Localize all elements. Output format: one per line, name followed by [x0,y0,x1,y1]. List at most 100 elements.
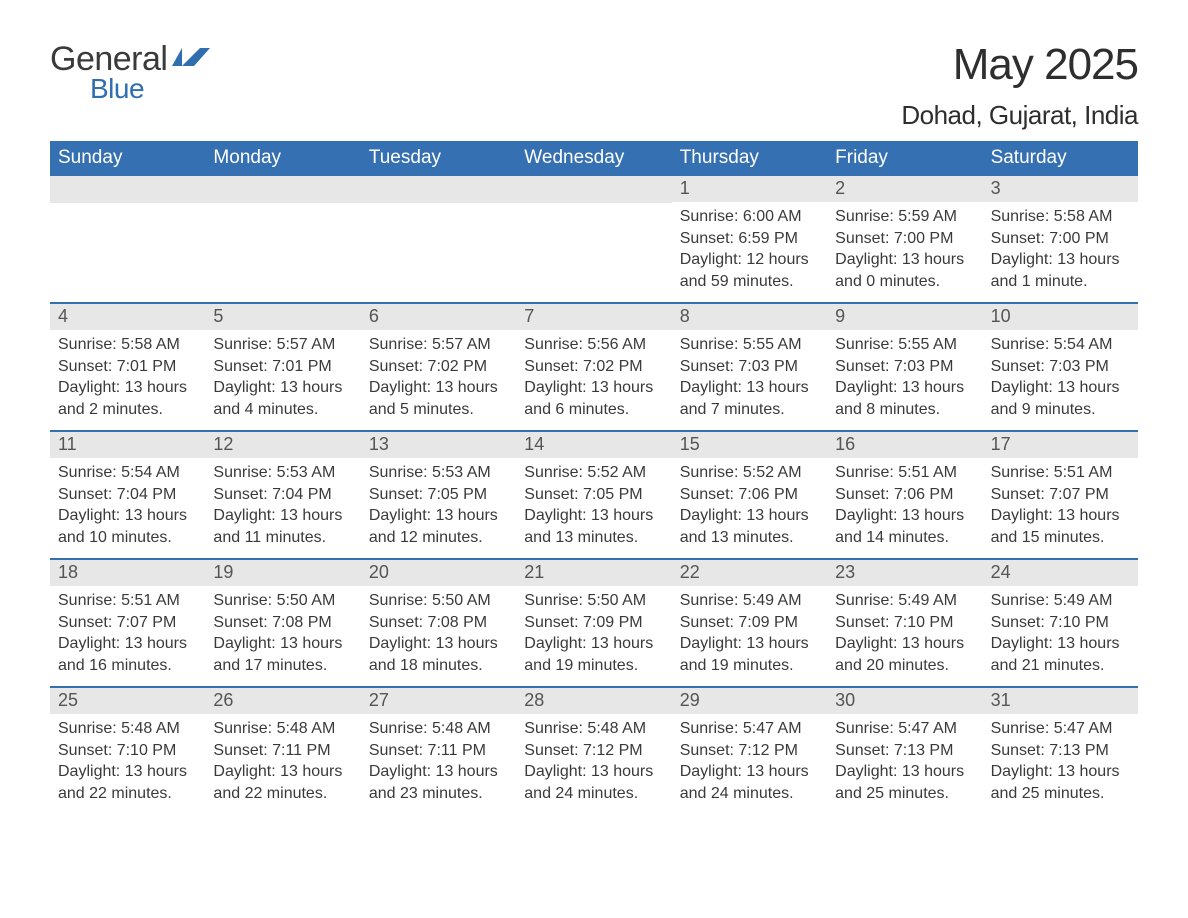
dow-tuesday: Tuesday [361,141,516,176]
day-number-empty [50,176,205,203]
day-number: 9 [827,304,982,330]
day-details: Sunrise: 5:51 AMSunset: 7:07 PMDaylight:… [983,458,1138,554]
day-details: Sunrise: 5:51 AMSunset: 7:06 PMDaylight:… [827,458,982,554]
location-label: Dohad, Gujarat, India [901,100,1138,131]
day-cell-2: 2Sunrise: 5:59 AMSunset: 7:00 PMDaylight… [827,176,982,302]
day-cell-7: 7Sunrise: 5:56 AMSunset: 7:02 PMDaylight… [516,304,671,430]
day-cell-10: 10Sunrise: 5:54 AMSunset: 7:03 PMDayligh… [983,304,1138,430]
day-number: 19 [205,560,360,586]
day-cell-empty [50,176,205,302]
day-cell-29: 29Sunrise: 5:47 AMSunset: 7:12 PMDayligh… [672,688,827,814]
day-number: 4 [50,304,205,330]
dow-saturday: Saturday [983,141,1138,176]
day-number: 2 [827,176,982,202]
day-cell-23: 23Sunrise: 5:49 AMSunset: 7:10 PMDayligh… [827,560,982,686]
day-details: Sunrise: 5:54 AMSunset: 7:03 PMDaylight:… [983,330,1138,426]
day-details: Sunrise: 5:54 AMSunset: 7:04 PMDaylight:… [50,458,205,554]
day-number: 21 [516,560,671,586]
day-details: Sunrise: 5:58 AMSunset: 7:00 PMDaylight:… [983,202,1138,298]
day-cell-empty [361,176,516,302]
day-details: Sunrise: 5:48 AMSunset: 7:12 PMDaylight:… [516,714,671,810]
day-cell-5: 5Sunrise: 5:57 AMSunset: 7:01 PMDaylight… [205,304,360,430]
day-details: Sunrise: 5:52 AMSunset: 7:05 PMDaylight:… [516,458,671,554]
day-cell-17: 17Sunrise: 5:51 AMSunset: 7:07 PMDayligh… [983,432,1138,558]
day-details: Sunrise: 5:59 AMSunset: 7:00 PMDaylight:… [827,202,982,298]
day-number: 23 [827,560,982,586]
day-details: Sunrise: 5:48 AMSunset: 7:11 PMDaylight:… [361,714,516,810]
dow-sunday: Sunday [50,141,205,176]
day-number: 16 [827,432,982,458]
day-number: 31 [983,688,1138,714]
day-details: Sunrise: 5:48 AMSunset: 7:11 PMDaylight:… [205,714,360,810]
day-cell-6: 6Sunrise: 5:57 AMSunset: 7:02 PMDaylight… [361,304,516,430]
day-number-empty [516,176,671,203]
day-cell-25: 25Sunrise: 5:48 AMSunset: 7:10 PMDayligh… [50,688,205,814]
day-details: Sunrise: 5:51 AMSunset: 7:07 PMDaylight:… [50,586,205,682]
day-number: 11 [50,432,205,458]
day-number: 12 [205,432,360,458]
day-of-week-header: SundayMondayTuesdayWednesdayThursdayFrid… [50,141,1138,176]
week-row: 25Sunrise: 5:48 AMSunset: 7:10 PMDayligh… [50,686,1138,814]
day-number: 28 [516,688,671,714]
flag-icon [172,48,210,72]
dow-friday: Friday [827,141,982,176]
day-cell-31: 31Sunrise: 5:47 AMSunset: 7:13 PMDayligh… [983,688,1138,814]
day-cell-8: 8Sunrise: 5:55 AMSunset: 7:03 PMDaylight… [672,304,827,430]
day-number: 24 [983,560,1138,586]
week-row: 18Sunrise: 5:51 AMSunset: 7:07 PMDayligh… [50,558,1138,686]
day-details: Sunrise: 5:49 AMSunset: 7:10 PMDaylight:… [983,586,1138,682]
day-number: 10 [983,304,1138,330]
brand-logo: General Blue [50,40,210,105]
day-details: Sunrise: 5:49 AMSunset: 7:09 PMDaylight:… [672,586,827,682]
day-details: Sunrise: 5:47 AMSunset: 7:13 PMDaylight:… [827,714,982,810]
day-cell-3: 3Sunrise: 5:58 AMSunset: 7:00 PMDaylight… [983,176,1138,302]
day-cell-12: 12Sunrise: 5:53 AMSunset: 7:04 PMDayligh… [205,432,360,558]
day-cell-28: 28Sunrise: 5:48 AMSunset: 7:12 PMDayligh… [516,688,671,814]
day-details: Sunrise: 5:47 AMSunset: 7:12 PMDaylight:… [672,714,827,810]
day-details: Sunrise: 6:00 AMSunset: 6:59 PMDaylight:… [672,202,827,298]
day-number: 6 [361,304,516,330]
day-cell-19: 19Sunrise: 5:50 AMSunset: 7:08 PMDayligh… [205,560,360,686]
day-number: 5 [205,304,360,330]
dow-wednesday: Wednesday [516,141,671,176]
day-cell-empty [516,176,671,302]
calendar: SundayMondayTuesdayWednesdayThursdayFrid… [50,141,1138,814]
day-cell-27: 27Sunrise: 5:48 AMSunset: 7:11 PMDayligh… [361,688,516,814]
day-cell-22: 22Sunrise: 5:49 AMSunset: 7:09 PMDayligh… [672,560,827,686]
header: General Blue May 2025 Dohad, Gujarat, In… [50,40,1138,131]
day-number: 3 [983,176,1138,202]
day-cell-18: 18Sunrise: 5:51 AMSunset: 7:07 PMDayligh… [50,560,205,686]
day-cell-26: 26Sunrise: 5:48 AMSunset: 7:11 PMDayligh… [205,688,360,814]
day-cell-21: 21Sunrise: 5:50 AMSunset: 7:09 PMDayligh… [516,560,671,686]
day-cell-13: 13Sunrise: 5:53 AMSunset: 7:05 PMDayligh… [361,432,516,558]
week-row: 11Sunrise: 5:54 AMSunset: 7:04 PMDayligh… [50,430,1138,558]
day-number: 29 [672,688,827,714]
day-details: Sunrise: 5:52 AMSunset: 7:06 PMDaylight:… [672,458,827,554]
day-details: Sunrise: 5:53 AMSunset: 7:04 PMDaylight:… [205,458,360,554]
day-number: 7 [516,304,671,330]
dow-monday: Monday [205,141,360,176]
day-cell-11: 11Sunrise: 5:54 AMSunset: 7:04 PMDayligh… [50,432,205,558]
week-row: 1Sunrise: 6:00 AMSunset: 6:59 PMDaylight… [50,176,1138,302]
day-cell-16: 16Sunrise: 5:51 AMSunset: 7:06 PMDayligh… [827,432,982,558]
day-cell-9: 9Sunrise: 5:55 AMSunset: 7:03 PMDaylight… [827,304,982,430]
day-details: Sunrise: 5:55 AMSunset: 7:03 PMDaylight:… [672,330,827,426]
day-number: 30 [827,688,982,714]
day-details: Sunrise: 5:53 AMSunset: 7:05 PMDaylight:… [361,458,516,554]
day-number: 13 [361,432,516,458]
day-number-empty [205,176,360,203]
day-number-empty [361,176,516,203]
day-cell-1: 1Sunrise: 6:00 AMSunset: 6:59 PMDaylight… [672,176,827,302]
day-cell-20: 20Sunrise: 5:50 AMSunset: 7:08 PMDayligh… [361,560,516,686]
day-number: 17 [983,432,1138,458]
day-details: Sunrise: 5:56 AMSunset: 7:02 PMDaylight:… [516,330,671,426]
day-details: Sunrise: 5:55 AMSunset: 7:03 PMDaylight:… [827,330,982,426]
day-details: Sunrise: 5:50 AMSunset: 7:08 PMDaylight:… [205,586,360,682]
title-block: May 2025 Dohad, Gujarat, India [901,40,1138,131]
day-details: Sunrise: 5:47 AMSunset: 7:13 PMDaylight:… [983,714,1138,810]
day-cell-14: 14Sunrise: 5:52 AMSunset: 7:05 PMDayligh… [516,432,671,558]
day-number: 1 [672,176,827,202]
dow-thursday: Thursday [672,141,827,176]
day-cell-15: 15Sunrise: 5:52 AMSunset: 7:06 PMDayligh… [672,432,827,558]
day-details: Sunrise: 5:50 AMSunset: 7:08 PMDaylight:… [361,586,516,682]
